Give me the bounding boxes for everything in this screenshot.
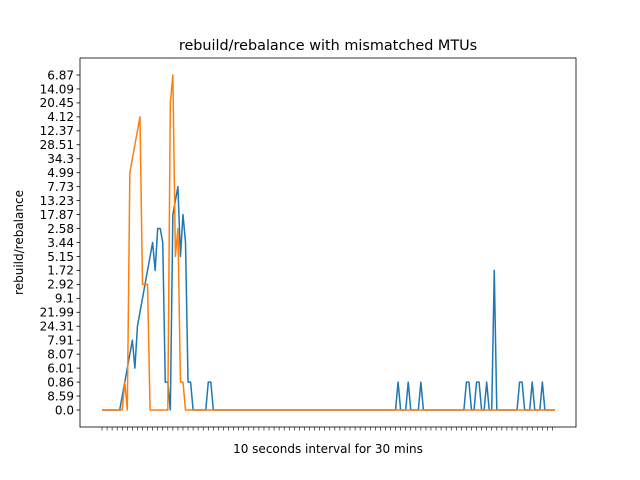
y-tick-label: 21.99 [40,306,74,320]
chart-title: rebuild/rebalance with mismatched MTUs [179,38,477,54]
y-axis: 0.08.590.866.018.077.9124.3121.999.12.92… [40,68,80,417]
y-tick-label: 13.23 [40,194,74,208]
y-tick-label: 6.87 [47,68,74,82]
y-tick-label: 20.45 [40,96,74,110]
y-tick-label: 34.3 [47,152,74,166]
y-tick-label: 3.44 [47,236,74,250]
plot-frame [79,57,577,428]
y-tick-label: 2.58 [47,222,74,236]
y-tick-label: 6.01 [47,361,74,375]
y-tick-label: 17.87 [40,208,74,222]
y-tick-label: 24.31 [40,320,74,334]
y-tick-label: 12.37 [40,124,74,138]
y-axis-label: rebuild/rebalance [12,190,26,295]
y-tick-label: 9.1 [55,292,74,306]
y-tick-label: 0.0 [55,403,74,417]
y-tick-label: 28.51 [40,138,74,152]
y-tick-label: 1.72 [47,264,74,278]
series-layer [102,74,555,411]
y-tick-label: 14.09 [40,82,74,96]
y-tick-label: 7.73 [47,180,74,194]
y-tick-label: 7.91 [47,334,74,348]
y-tick-label: 4.99 [47,166,74,180]
series-line-1 [102,74,555,411]
x-axis-label: 10 seconds interval for 30 mins [233,442,423,456]
y-tick-label: 0.86 [47,375,74,389]
y-tick-label: 2.92 [47,278,74,292]
y-tick-label: 8.59 [47,389,74,403]
y-tick-label: 8.07 [47,347,74,361]
x-axis [101,427,553,431]
y-tick-label: 5.15 [47,250,74,264]
y-tick-label: 4.12 [47,110,74,124]
